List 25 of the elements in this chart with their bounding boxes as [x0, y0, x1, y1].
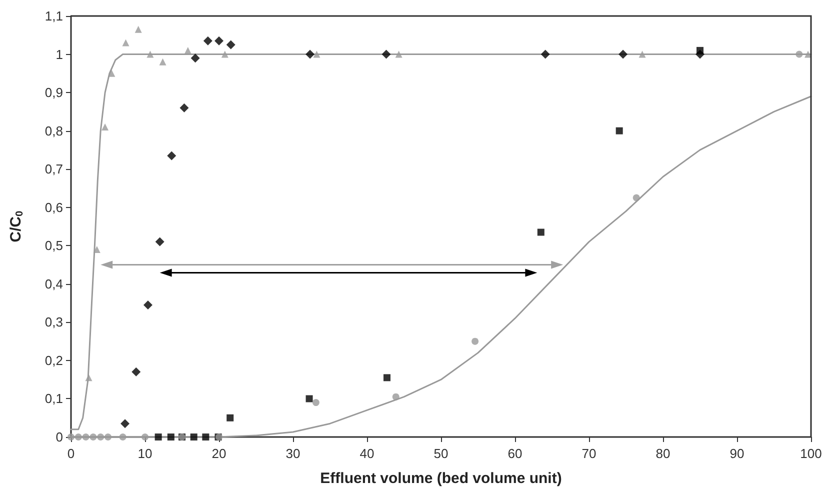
y-tick-label: 1,1 — [44, 8, 63, 24]
x-tick-label: 80 — [656, 446, 670, 461]
y-tick-label: 0,6 — [44, 200, 63, 215]
x-tick-label: 70 — [582, 446, 596, 461]
x-tick-label: 100 — [800, 446, 822, 461]
x-tick-label: 50 — [434, 446, 448, 461]
y-tick-label: 0,4 — [44, 276, 63, 292]
y-tick-label: 0,2 — [44, 352, 63, 368]
x-tick-label: 0 — [67, 446, 75, 461]
y-tick-label: 0,3 — [44, 314, 63, 330]
y-tick-label: 0,5 — [44, 238, 63, 254]
x-tick-label: 90 — [730, 446, 744, 461]
x-tick-label: 20 — [212, 446, 226, 461]
x-tick-label: 30 — [286, 446, 300, 461]
x-tick-label: 40 — [360, 446, 374, 461]
x-tick-label: 10 — [138, 446, 152, 461]
y-tick-label: 0,8 — [44, 123, 63, 138]
y-axis-title: C/C0 — [8, 210, 26, 242]
x-tick-label: 60 — [508, 446, 522, 461]
y-tick-label: 0,7 — [44, 162, 63, 177]
y-tick-label: 0,9 — [44, 85, 63, 100]
y-tick-label: 0 — [56, 430, 63, 444]
y-tick-label: 0,1 — [44, 391, 63, 406]
y-tick-label: 1 — [56, 46, 63, 62]
x-axis-title: Effluent volume (bed volume unit) — [320, 470, 562, 487]
